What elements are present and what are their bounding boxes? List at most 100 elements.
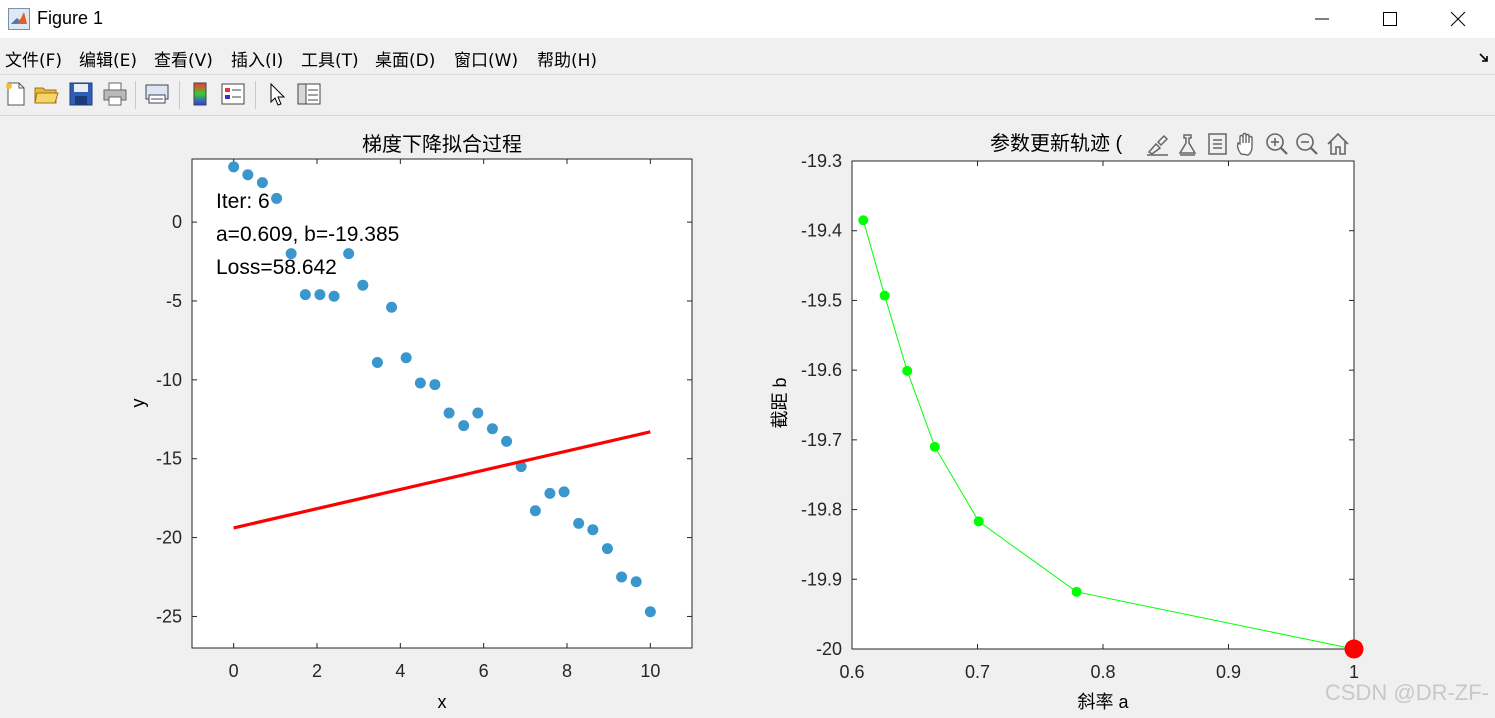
window-title: Figure 1 <box>37 8 104 28</box>
scatter-point <box>501 435 513 447</box>
right-xlabel: 斜率 a <box>1077 692 1129 712</box>
right-ytick-label: -19.5 <box>801 290 842 310</box>
menu-view[interactable]: 查看(V) <box>154 51 213 71</box>
left-axes-title: 梯度下降拟合过程 <box>362 133 522 156</box>
scatter-point <box>357 279 369 291</box>
loss-annotation: Loss=58.642 <box>216 256 337 279</box>
trajectory-point <box>929 441 940 452</box>
open-file-icon[interactable] <box>32 80 60 108</box>
scatter-point <box>328 290 340 302</box>
left-ytick-label: -5 <box>166 291 182 311</box>
menu-file[interactable]: 文件(F) <box>5 51 63 71</box>
right-ytick-label: -19.7 <box>801 430 842 450</box>
minimize-button[interactable] <box>1292 0 1352 38</box>
export-icon[interactable] <box>1208 133 1227 155</box>
dock-arrow-icon[interactable] <box>1478 52 1490 64</box>
scatter-point <box>371 356 383 368</box>
right-ytick-label: -20 <box>816 639 842 659</box>
scatter-point <box>472 407 484 419</box>
menu-help[interactable]: 帮助(H) <box>537 51 598 71</box>
scatter-point <box>343 248 355 260</box>
maximize-button[interactable] <box>1360 0 1420 38</box>
right-ytick-label: -19.9 <box>801 569 842 589</box>
menu-tools[interactable]: 工具(T) <box>301 51 359 71</box>
left-xtick-label: 6 <box>479 661 489 681</box>
left-xlabel: x <box>438 692 447 712</box>
insert-colorbar-icon[interactable] <box>186 80 214 108</box>
left-xtick-label: 4 <box>395 661 405 681</box>
iter-annotation: Iter: 6 <box>216 190 270 213</box>
scatter-point <box>587 524 599 536</box>
left-axes[interactable]: 梯度下降拟合过程 x y 0 2 4 6 8 10 0 -5 -10 -15 -20 -25 Iter… <box>128 133 693 712</box>
scatter-point <box>644 606 656 618</box>
right-ytick-label: -19.3 <box>801 151 842 171</box>
trajectory-point <box>973 516 984 527</box>
right-ytick-label: -19.8 <box>801 500 842 520</box>
left-axes-box <box>191 158 693 649</box>
right-xtick-label: 0.7 <box>965 662 990 682</box>
edit-plot-pointer-icon[interactable] <box>263 80 291 108</box>
toolbar-separator <box>179 81 180 109</box>
right-ytick-label: -19.4 <box>801 221 842 241</box>
fit-line <box>233 430 651 530</box>
menu-insert[interactable]: 插入(I) <box>231 51 284 71</box>
scatter-point <box>256 177 268 189</box>
figure-toolbar <box>0 74 1495 116</box>
left-ytick-label: 0 <box>172 212 182 232</box>
maximize-icon <box>1383 12 1397 26</box>
trajectory-point <box>902 365 913 376</box>
left-ytick-label: -15 <box>156 449 182 469</box>
left-ytick-label: -20 <box>156 528 182 548</box>
left-ytick-label: -10 <box>156 370 182 390</box>
watermark: CSDN @DR-ZF- <box>1324 680 1489 705</box>
menu-bar: 文件(F) 编辑(E) 查看(V) 插入(I) 工具(T) 桌面(D) 窗口(W… <box>0 38 1495 74</box>
right-axes-box <box>851 160 1355 650</box>
right-axes[interactable]: 参数更新轨迹 ( 斜率 a 截距 b 0.6 0.7 0.8 0.9 1 -19.3 -19… <box>770 132 1364 712</box>
trajectory-point <box>1071 586 1082 597</box>
scatter-point <box>242 169 254 181</box>
close-button[interactable] <box>1428 0 1488 38</box>
link-plot-icon[interactable] <box>143 80 171 108</box>
right-xtick-label: 1 <box>1349 662 1359 682</box>
insert-legend-icon[interactable] <box>219 80 247 108</box>
menu-desktop[interactable]: 桌面(D) <box>375 51 436 71</box>
right-axes-title: 参数更新轨迹 ( <box>990 132 1123 155</box>
scatter-point <box>400 352 412 364</box>
menu-window[interactable]: 窗口(W) <box>454 51 519 71</box>
menu-edit[interactable]: 编辑(E) <box>79 51 138 71</box>
scatter-point <box>443 407 455 419</box>
left-xtick-label: 2 <box>312 661 322 681</box>
minimize-icon <box>1315 18 1329 20</box>
zoom-out-icon[interactable] <box>1296 133 1318 155</box>
scatter-point <box>486 423 498 435</box>
brush-icon[interactable] <box>1147 134 1169 156</box>
scatter-point <box>616 571 628 583</box>
toolbar-separator <box>255 81 256 109</box>
save-icon[interactable] <box>67 80 95 108</box>
right-xtick-label: 0.9 <box>1216 662 1241 682</box>
pan-icon[interactable] <box>1236 132 1253 156</box>
new-figure-icon[interactable] <box>2 80 30 108</box>
scatter-point <box>458 420 470 432</box>
left-ticks: 0 2 4 6 8 10 0 -5 -10 -15 -20 -25 <box>156 159 692 681</box>
trajectory-point <box>879 290 890 301</box>
scatter-point <box>271 192 283 204</box>
scatter-point <box>386 301 398 313</box>
right-xtick-label: 0.6 <box>839 662 864 682</box>
home-icon[interactable] <box>1327 132 1349 155</box>
plots-svg: 梯度下降拟合过程 x y 0 2 4 6 8 10 0 -5 -10 -15 -20 -25 Iter… <box>128 132 1364 712</box>
print-icon[interactable] <box>101 80 129 108</box>
scatter-point <box>228 161 240 173</box>
scatter-point <box>285 248 297 260</box>
data-tips-icon[interactable] <box>1178 134 1197 156</box>
right-ticks: 0.6 0.7 0.8 0.9 1 -19.3 -19.4 -19.5 -19.6 -19.7 -1… <box>801 151 1359 682</box>
property-inspector-icon[interactable] <box>295 80 323 108</box>
scatter-point <box>314 289 326 301</box>
scatter-point <box>573 517 585 529</box>
scatter-point <box>429 379 441 391</box>
scatter-point <box>544 487 556 499</box>
zoom-in-icon[interactable] <box>1266 133 1288 155</box>
matlab-logo-icon <box>8 8 30 30</box>
left-scatter-points <box>228 161 656 618</box>
left-ylabel: y <box>128 399 148 408</box>
